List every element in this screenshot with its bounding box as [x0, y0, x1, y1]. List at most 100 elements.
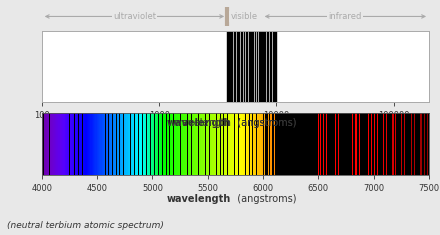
Bar — [67, 113, 69, 175]
Bar — [53, 113, 54, 175]
Bar — [175, 113, 176, 175]
Bar — [154, 113, 156, 175]
Bar — [143, 113, 144, 175]
Bar — [229, 113, 230, 175]
Bar — [377, 113, 378, 175]
Bar — [197, 113, 198, 175]
Bar — [323, 113, 324, 175]
Bar — [55, 113, 56, 175]
Bar — [261, 113, 262, 175]
Text: wavelength  (angstroms): wavelength (angstroms) — [174, 118, 297, 128]
Bar — [59, 113, 61, 175]
Bar — [158, 113, 160, 175]
Bar — [174, 113, 175, 175]
Bar — [268, 113, 269, 175]
Bar — [157, 113, 158, 175]
Bar — [236, 113, 237, 175]
Bar — [111, 113, 112, 175]
Bar — [235, 113, 236, 175]
Bar — [215, 113, 216, 175]
Bar — [161, 113, 162, 175]
Bar — [52, 113, 53, 175]
Bar — [169, 113, 171, 175]
Bar — [57, 113, 58, 175]
Bar — [187, 113, 189, 175]
Bar — [73, 113, 74, 175]
Bar — [126, 113, 128, 175]
Bar — [181, 113, 182, 175]
Bar — [194, 113, 195, 175]
Text: wavelength: wavelength — [167, 194, 231, 204]
Bar — [160, 113, 161, 175]
Bar — [107, 113, 108, 175]
Bar — [227, 31, 276, 102]
Bar — [153, 113, 154, 175]
Bar — [199, 113, 200, 175]
Bar — [128, 113, 129, 175]
Bar — [211, 113, 212, 175]
Bar — [243, 113, 244, 175]
Bar — [110, 113, 111, 175]
Text: (neutral terbium atomic spectrum): (neutral terbium atomic spectrum) — [7, 221, 164, 230]
Bar — [414, 113, 415, 175]
Bar — [338, 113, 339, 175]
Bar — [183, 113, 184, 175]
Bar — [79, 113, 80, 175]
Bar — [318, 113, 319, 175]
Bar — [193, 113, 194, 175]
Bar — [70, 113, 71, 175]
Bar — [248, 113, 249, 175]
Bar — [209, 113, 211, 175]
Bar — [163, 113, 164, 175]
Bar — [250, 113, 251, 175]
Bar — [411, 113, 412, 175]
Bar — [320, 113, 321, 175]
Bar — [42, 113, 43, 175]
Bar — [227, 113, 229, 175]
Bar — [274, 113, 275, 175]
Bar — [54, 113, 55, 175]
Bar — [244, 113, 246, 175]
Bar — [335, 113, 336, 175]
Bar — [115, 113, 117, 175]
Bar — [132, 113, 133, 175]
Bar — [113, 113, 114, 175]
Bar — [45, 113, 46, 175]
Bar — [103, 113, 104, 175]
Bar — [129, 113, 130, 175]
Bar — [135, 113, 136, 175]
Bar — [240, 113, 241, 175]
Bar — [114, 113, 115, 175]
Bar — [222, 113, 223, 175]
Bar — [81, 113, 82, 175]
Bar — [424, 113, 425, 175]
Bar — [374, 113, 375, 175]
Bar — [48, 113, 49, 175]
Text: ultraviolet: ultraviolet — [113, 12, 156, 21]
Bar — [139, 113, 140, 175]
Bar — [70, 113, 72, 175]
Bar — [47, 113, 48, 175]
Bar — [56, 113, 58, 175]
Bar — [137, 113, 138, 175]
Bar — [145, 113, 147, 175]
Bar — [140, 113, 141, 175]
Bar — [233, 113, 234, 175]
Bar — [68, 113, 70, 175]
Text: visible: visible — [231, 12, 258, 21]
Bar — [91, 113, 92, 175]
Bar — [80, 113, 81, 175]
Bar — [254, 113, 255, 175]
Bar — [85, 113, 87, 175]
Bar — [61, 113, 62, 175]
Bar — [189, 113, 190, 175]
Bar — [386, 113, 387, 175]
Bar — [221, 113, 222, 175]
Bar — [427, 113, 429, 175]
Bar — [203, 113, 204, 175]
Bar — [147, 113, 148, 175]
Bar — [258, 113, 259, 175]
Bar — [383, 113, 384, 175]
Bar — [83, 113, 84, 175]
Bar — [401, 113, 403, 175]
